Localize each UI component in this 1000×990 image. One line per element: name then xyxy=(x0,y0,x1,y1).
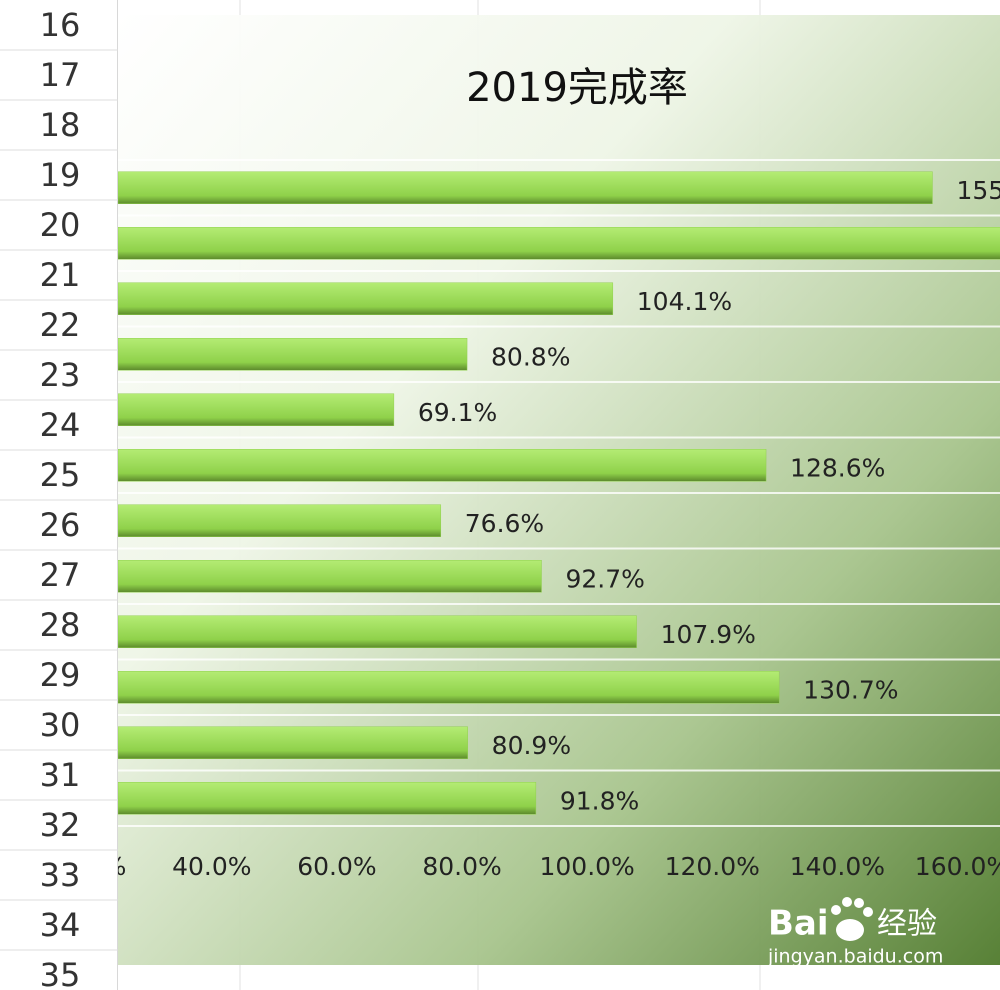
row-number: 19 xyxy=(40,156,81,194)
bar xyxy=(117,171,933,204)
data-label: 128.6% xyxy=(790,453,885,482)
row-number: 34 xyxy=(40,906,81,944)
row-number: 29 xyxy=(40,656,81,694)
row-number: 23 xyxy=(40,356,81,394)
row-number: 32 xyxy=(40,806,81,844)
x-tick-label: 100.0% xyxy=(539,852,634,881)
data-label: 69.1% xyxy=(418,398,497,427)
row-number: 25 xyxy=(40,456,81,494)
data-label: 130.7% xyxy=(803,675,898,704)
row-number: 20 xyxy=(40,206,81,244)
bar xyxy=(117,782,537,815)
row-number: 22 xyxy=(40,306,81,344)
row-headers: 16 17 18 19 20 21 22 23 24 25 26 27 28 29 30 31 32 33 34 35 xyxy=(0,0,118,990)
data-label: 80.9% xyxy=(492,731,571,760)
data-label: 107.9% xyxy=(661,620,756,649)
data-label: 92.7% xyxy=(565,564,644,593)
data-label: 91.8% xyxy=(560,786,639,815)
row-number: 27 xyxy=(40,556,81,594)
row-number: 26 xyxy=(40,506,81,544)
data-label: 104.1% xyxy=(637,287,732,316)
bar xyxy=(117,671,780,704)
row-number: 24 xyxy=(40,406,81,444)
bar xyxy=(117,615,637,648)
row-number: 31 xyxy=(40,756,81,794)
x-tick-label: 40.0% xyxy=(172,852,251,881)
bar xyxy=(117,560,542,593)
row-number: 16 xyxy=(40,6,81,44)
bar xyxy=(117,393,395,426)
bar xyxy=(117,726,468,759)
chart-area xyxy=(118,15,1000,965)
x-tick-label: 120.0% xyxy=(665,852,760,881)
row-header-bg xyxy=(0,0,118,990)
x-tick-label: 140.0% xyxy=(790,852,885,881)
watermark-brand: Bai xyxy=(768,904,829,944)
row-number: 17 xyxy=(40,56,81,94)
row-number: 28 xyxy=(40,606,81,644)
row-number: 35 xyxy=(40,956,81,990)
plot: 20.0%40.0%60.0%80.0%100.0%120.0%140.0%16… xyxy=(47,159,1000,881)
watermark-product: 经验 xyxy=(877,907,937,942)
data-label: 76.6% xyxy=(465,509,544,538)
data-label: 155.2% xyxy=(956,176,1000,205)
x-tick-label: 60.0% xyxy=(297,852,376,881)
row-number: 30 xyxy=(40,706,81,744)
row-number: 18 xyxy=(40,106,81,144)
paw-icon xyxy=(831,897,873,941)
bar xyxy=(117,227,1000,260)
watermark-url: jingyan.baidu.com xyxy=(767,946,943,968)
watermark: Bai 经验 jingyan.baidu.com xyxy=(767,897,943,968)
data-label: 80.8% xyxy=(491,342,570,371)
bar xyxy=(117,504,442,537)
bar xyxy=(117,338,468,371)
bar xyxy=(117,449,767,482)
bar xyxy=(117,282,614,315)
row-number: 33 xyxy=(40,856,81,894)
row-number: 21 xyxy=(40,256,81,294)
chart-title: 2019完成率 xyxy=(466,65,688,111)
x-tick-label: 80.0% xyxy=(422,852,501,881)
x-tick-label: 160.0% xyxy=(915,852,1000,881)
